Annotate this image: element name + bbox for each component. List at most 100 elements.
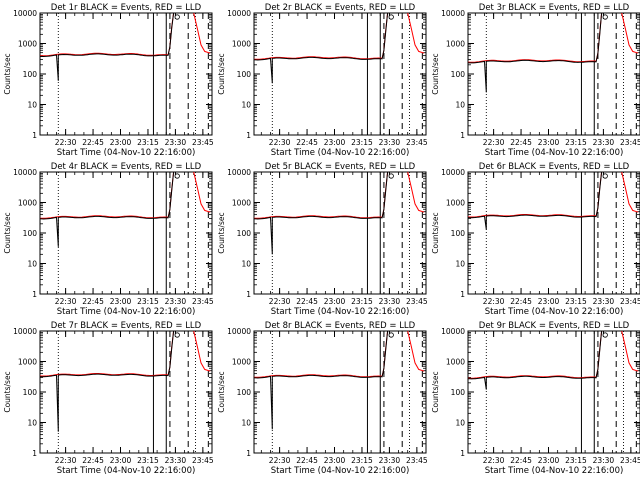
events-series-line [468, 172, 603, 230]
x-tick-label: 22:30 [55, 138, 77, 147]
y-tick-label: 100 [23, 229, 38, 238]
y-tick-label: 10 [241, 419, 251, 428]
x-tick-label: 23:45 [406, 297, 428, 306]
y-tick-label: 10000 [227, 327, 251, 336]
y-tick-label: 1 [32, 290, 37, 299]
x-tick-label: 23:00 [538, 456, 560, 465]
x-tick-label: 23:45 [406, 456, 428, 465]
marker-circle [388, 14, 394, 20]
y-tick-label: 1000 [18, 40, 37, 49]
x-tick-label: 22:45 [296, 297, 318, 306]
plot-panel-6: Det 6r BLACK = Events, RED = LLD 1 10 100 10… [431, 162, 640, 317]
x-tick-label: 22:30 [483, 297, 505, 306]
plot-panel-5: Det 5r BLACK = Events, RED = LLD 1 10 100 10… [217, 162, 428, 317]
lld-series-tail [193, 13, 211, 54]
y-tick-label: 10000 [13, 9, 37, 18]
x-tick-label: 23:45 [192, 297, 214, 306]
y-axis-label: Counts/sec [217, 371, 226, 412]
y-tick-label: 1000 [232, 358, 251, 367]
lld-series-tail [407, 172, 425, 213]
x-tick-label: 22:30 [269, 297, 291, 306]
y-tick-label: 10 [455, 260, 465, 269]
y-tick-label: 100 [237, 388, 252, 397]
plot-frame [467, 330, 640, 454]
y-tick-label: 100 [451, 388, 466, 397]
x-tick-label: 23:30 [379, 297, 401, 306]
x-tick-label: 23:45 [192, 456, 214, 465]
events-series-line [468, 331, 603, 390]
x-axis-label: Start Time (04-Nov-10 22:16:00) [485, 148, 624, 158]
x-tick-label: 22:30 [483, 138, 505, 147]
y-tick-label: 1000 [446, 358, 465, 367]
x-tick-label: 23:00 [324, 297, 346, 306]
events-series-line [468, 13, 603, 93]
events-series-line [254, 331, 389, 430]
x-axis-label: Start Time (04-Nov-10 22:16:00) [485, 307, 624, 317]
events-series-line [40, 172, 175, 247]
x-tick-label: 23:15 [137, 456, 159, 465]
plot-frame [467, 12, 640, 136]
x-tick-label: 23:00 [538, 138, 560, 147]
x-axis-label: Start Time (04-Nov-10 22:16:00) [57, 307, 196, 317]
events-series-line [40, 13, 175, 81]
x-tick-label: 23:15 [351, 456, 373, 465]
y-tick-label: 1 [246, 449, 251, 458]
x-tick-label: 23:15 [137, 297, 159, 306]
x-tick-label: 23:15 [137, 138, 159, 147]
x-tick-label: 23:30 [379, 456, 401, 465]
y-tick-label: 10 [241, 101, 251, 110]
x-tick-label: 23:45 [406, 138, 428, 147]
lld-series-line [468, 172, 603, 218]
plot-title: Det 8r BLACK = Events, RED = LLD [265, 321, 416, 331]
y-tick-label: 1000 [446, 40, 465, 49]
y-tick-label: 1 [246, 290, 251, 299]
lld-series-tail [193, 172, 211, 213]
plot-panel-7: Det 7r BLACK = Events, RED = LLD 1 10 100 10… [3, 321, 214, 476]
y-tick-label: 1 [32, 449, 37, 458]
x-tick-label: 22:45 [296, 456, 318, 465]
y-tick-label: 1 [32, 131, 37, 140]
plot-panel-8: Det 8r BLACK = Events, RED = LLD 1 10 100 10… [217, 321, 428, 476]
plot-title: Det 4r BLACK = Events, RED = LLD [51, 162, 202, 172]
events-series-line [254, 172, 389, 255]
x-axis-label: Start Time (04-Nov-10 22:16:00) [57, 148, 196, 158]
lld-series-line [40, 13, 175, 57]
y-tick-label: 10 [27, 260, 37, 269]
y-axis-label: Counts/sec [217, 53, 226, 94]
y-tick-label: 100 [451, 70, 466, 79]
y-tick-label: 10000 [13, 327, 37, 336]
plot-panel-3: Det 3r BLACK = Events, RED = LLD 1 10 100 10… [431, 3, 640, 158]
x-tick-label: 23:00 [110, 138, 132, 147]
plot-title: Det 7r BLACK = Events, RED = LLD [51, 321, 202, 331]
lld-series-line [254, 172, 389, 219]
plot-frame [253, 171, 427, 295]
lld-series-tail [621, 172, 639, 213]
x-tick-label: 23:15 [565, 138, 587, 147]
x-tick-label: 23:00 [110, 297, 132, 306]
x-tick-label: 22:30 [269, 138, 291, 147]
plot-frame [467, 171, 640, 295]
y-tick-label: 1 [246, 131, 251, 140]
x-axis-label: Start Time (04-Nov-10 22:16:00) [271, 466, 410, 476]
y-tick-label: 10 [241, 260, 251, 269]
y-tick-label: 10000 [441, 168, 465, 177]
x-tick-label: 22:30 [483, 456, 505, 465]
y-tick-label: 100 [237, 70, 252, 79]
y-tick-label: 1000 [232, 40, 251, 49]
y-axis-label: Counts/sec [3, 212, 12, 253]
marker-circle [174, 332, 180, 338]
x-tick-label: 23:30 [379, 138, 401, 147]
y-tick-label: 1 [460, 290, 465, 299]
y-axis-label: Counts/sec [3, 371, 12, 412]
plot-title: Det 1r BLACK = Events, RED = LLD [51, 3, 202, 13]
x-tick-label: 23:45 [620, 138, 640, 147]
y-tick-label: 10000 [227, 9, 251, 18]
y-axis-label: Counts/sec [431, 371, 440, 412]
x-tick-label: 23:00 [324, 138, 346, 147]
plot-title: Det 5r BLACK = Events, RED = LLD [265, 162, 416, 172]
y-tick-label: 1 [460, 449, 465, 458]
x-tick-label: 23:30 [165, 456, 187, 465]
plot-panel-9: Det 9r BLACK = Events, RED = LLD 1 10 100 10… [431, 321, 640, 476]
marker-circle [602, 173, 608, 179]
x-tick-label: 23:00 [538, 297, 560, 306]
